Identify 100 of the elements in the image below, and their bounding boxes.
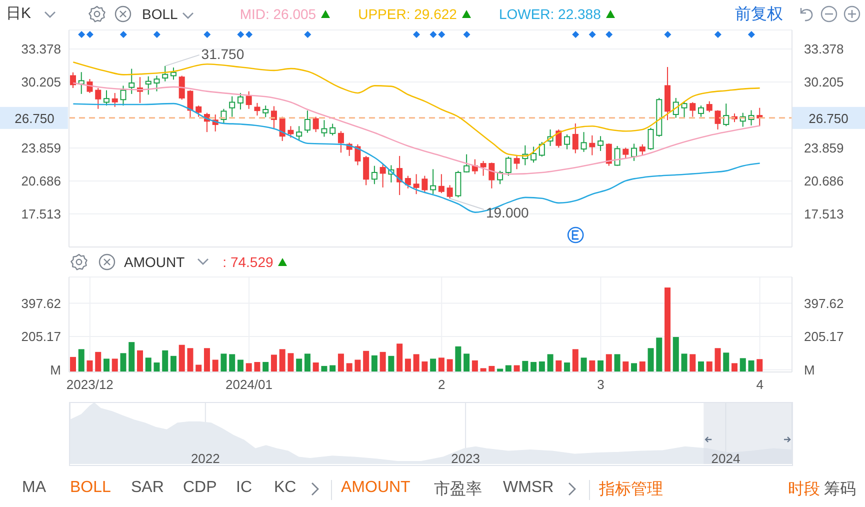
candlestick: [103, 90, 110, 106]
bar: [254, 362, 260, 372]
y2-tick-label: 397.62: [804, 296, 844, 311]
candlestick: [321, 120, 328, 138]
bar: [296, 358, 302, 372]
text: 前复权: [735, 5, 783, 25]
bar: [380, 352, 386, 372]
candlestick: [455, 170, 462, 198]
bar: [95, 352, 102, 372]
candlestick: [514, 154, 520, 170]
text: 筹码: [824, 480, 856, 500]
candlestick: [312, 116, 319, 133]
candlestick: [430, 168, 436, 195]
candlestick: [723, 103, 730, 127]
text: LOWER: [498, 6, 550, 22]
x-tick-label: 2024/01: [226, 377, 273, 392]
bar: [538, 361, 545, 372]
text: CDP: [183, 479, 217, 497]
y2-tick-label: 17.513: [804, 206, 844, 222]
annotation: 19.000: [486, 204, 530, 220]
bar: [413, 354, 420, 372]
text: KC: [274, 479, 296, 497]
bar: [656, 338, 662, 372]
bar: [354, 360, 361, 372]
x-tick-label: 2023: [451, 451, 480, 466]
bar: [78, 349, 84, 372]
bar: [488, 366, 495, 372]
candlestick: [672, 97, 679, 118]
x-tick-label: 2022: [190, 451, 220, 466]
bar: [446, 359, 453, 372]
candlestick: [505, 156, 512, 176]
candlestick: [464, 154, 470, 173]
candlestick: [270, 106, 277, 130]
bar: [522, 360, 528, 372]
candlestick: [330, 123, 336, 136]
text: 日K: [6, 4, 32, 23]
bar: [304, 354, 310, 372]
bar: [748, 360, 754, 372]
candlestick: [95, 87, 102, 110]
candlestick: [354, 144, 361, 166]
candlestick: [706, 100, 712, 113]
text: 26.750: [808, 110, 848, 126]
candlestick: [187, 90, 194, 118]
x-tick-label: 2023/12: [66, 377, 114, 392]
bar: [86, 360, 93, 372]
bar: [346, 363, 352, 372]
candlestick: [196, 105, 202, 118]
candlestick: [622, 147, 629, 160]
bar: [472, 360, 478, 372]
candlestick: [631, 143, 638, 162]
bar: [530, 362, 537, 372]
text: : 26.005: [265, 6, 316, 22]
bar: [430, 358, 436, 372]
candlestick: [404, 175, 411, 189]
candlestick: [304, 110, 310, 134]
bar: [187, 348, 194, 372]
candlestick: [564, 134, 570, 150]
bar: [422, 361, 428, 372]
candlestick: [112, 92, 118, 108]
bar: [732, 363, 738, 372]
candlestick: [572, 122, 578, 154]
bar: [178, 344, 185, 372]
bar: [388, 356, 394, 372]
bar: [212, 360, 218, 372]
text: BOLL: [70, 479, 111, 497]
bar: [321, 366, 328, 372]
bar: [112, 358, 118, 372]
candlestick: [698, 105, 704, 118]
bar: [564, 362, 570, 372]
bar: [622, 361, 629, 372]
text: : 22.388: [550, 6, 601, 22]
bar: [580, 358, 587, 372]
bar: [312, 362, 319, 372]
bar: [455, 346, 462, 372]
y-tick-label: 397.62: [21, 296, 61, 311]
candlestick: [363, 155, 370, 186]
text: MA: [22, 479, 46, 497]
candlestick: [254, 102, 260, 116]
bar: [270, 354, 277, 372]
bar: [128, 342, 135, 372]
bar: [120, 353, 126, 372]
bar: [639, 361, 646, 372]
bar: [589, 360, 596, 372]
y-tick-label: M: [50, 362, 61, 378]
bar: [438, 358, 444, 372]
bar: [262, 362, 269, 372]
bar: [145, 358, 152, 372]
bar: [740, 358, 746, 372]
candlestick: [488, 162, 495, 189]
candlestick: [648, 127, 654, 150]
y2-tick-label: 205.17: [804, 329, 844, 344]
candlestick: [556, 128, 562, 148]
text: 市盈率: [434, 480, 482, 500]
text: WMSR: [503, 479, 554, 497]
bar: [648, 348, 654, 372]
text: 指标管理: [599, 480, 663, 500]
bar: [614, 354, 620, 372]
bar: [229, 354, 236, 372]
bar: [70, 356, 76, 372]
candlestick: [714, 110, 721, 130]
